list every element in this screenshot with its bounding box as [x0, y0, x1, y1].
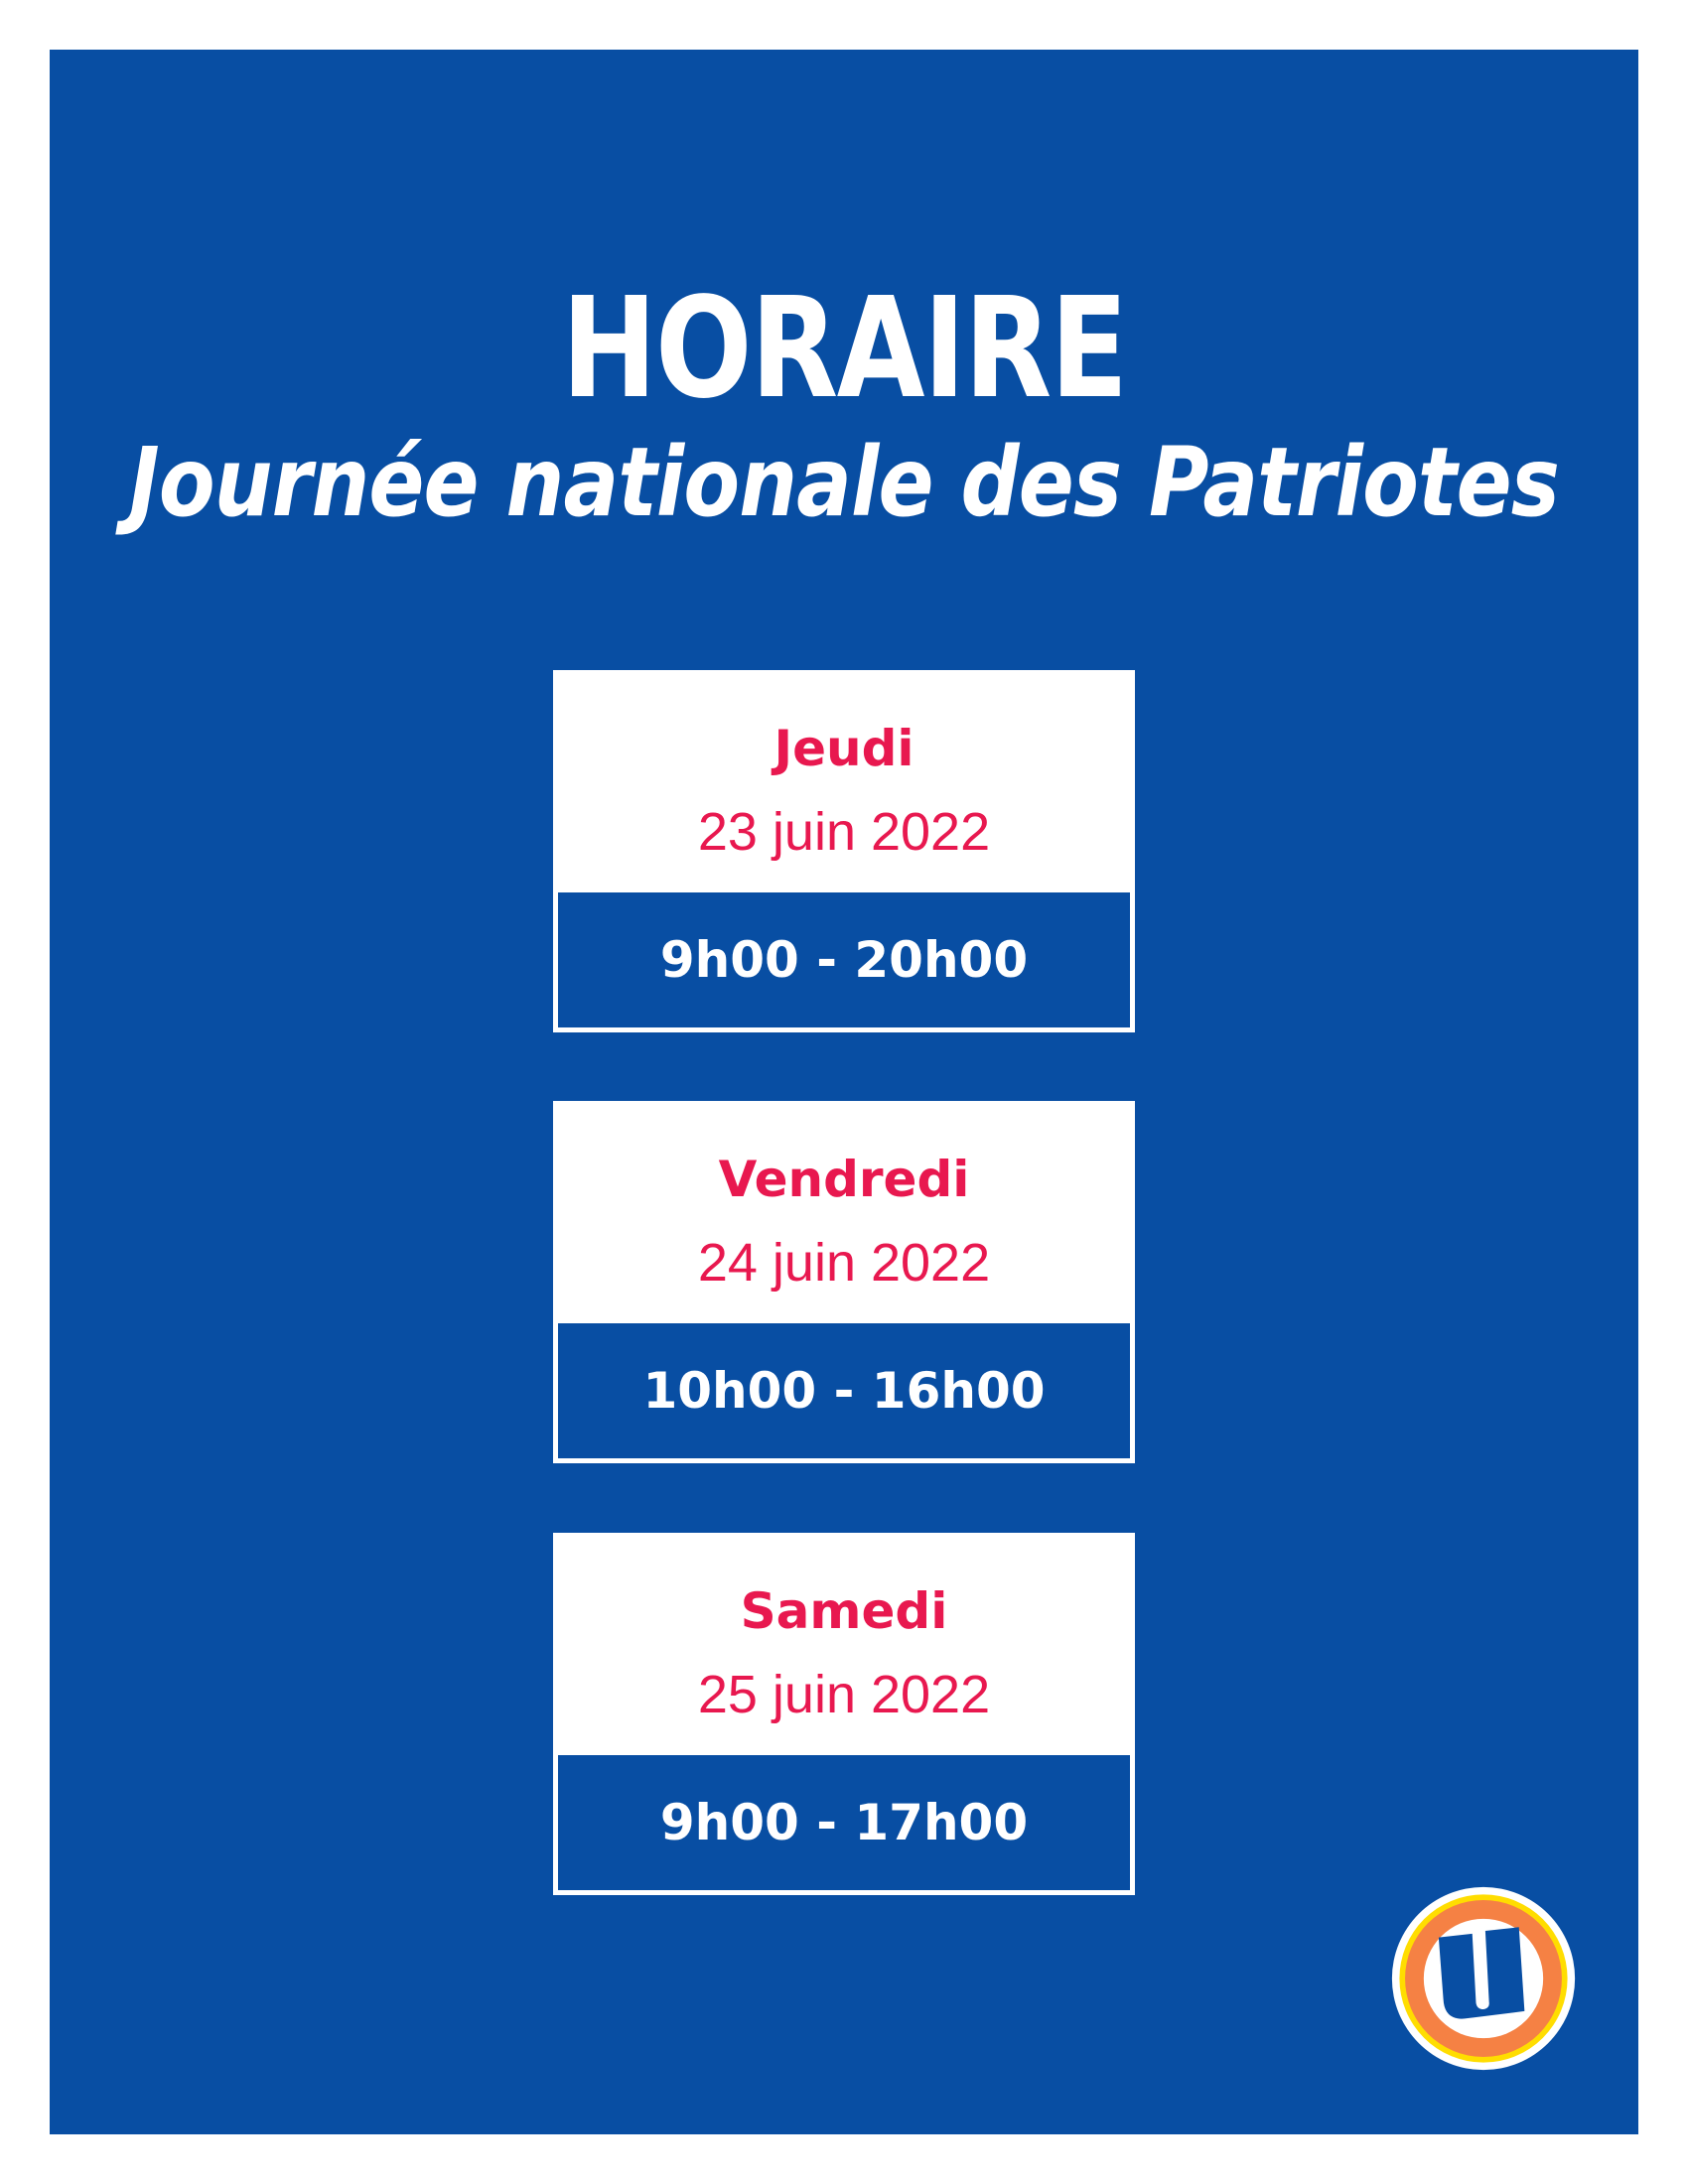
page-subtitle: Journée nationale des Patriotes	[129, 427, 1560, 538]
date-label: 24 juin 2022	[697, 1233, 991, 1293]
page-title: HORAIRE	[561, 268, 1129, 430]
uniprix-logo-icon	[1391, 1886, 1576, 2071]
schedule-card-friday: Vendredi 24 juin 2022 10h00 - 16h00	[553, 1101, 1135, 1463]
date-label: 23 juin 2022	[697, 802, 991, 862]
hours-label: 10h00 - 16h00	[558, 1323, 1130, 1458]
hours-label: 9h00 - 20h00	[558, 892, 1130, 1027]
schedule-card-saturday: Samedi 25 juin 2022 9h00 - 17h00	[553, 1533, 1135, 1895]
date-label: 25 juin 2022	[697, 1665, 991, 1724]
day-label: Samedi	[740, 1582, 948, 1640]
hours-label: 9h00 - 17h00	[558, 1755, 1130, 1890]
schedule-card-thursday: Jeudi 23 juin 2022 9h00 - 20h00	[553, 670, 1135, 1032]
day-label: Jeudi	[774, 720, 914, 777]
day-label: Vendredi	[718, 1151, 970, 1208]
